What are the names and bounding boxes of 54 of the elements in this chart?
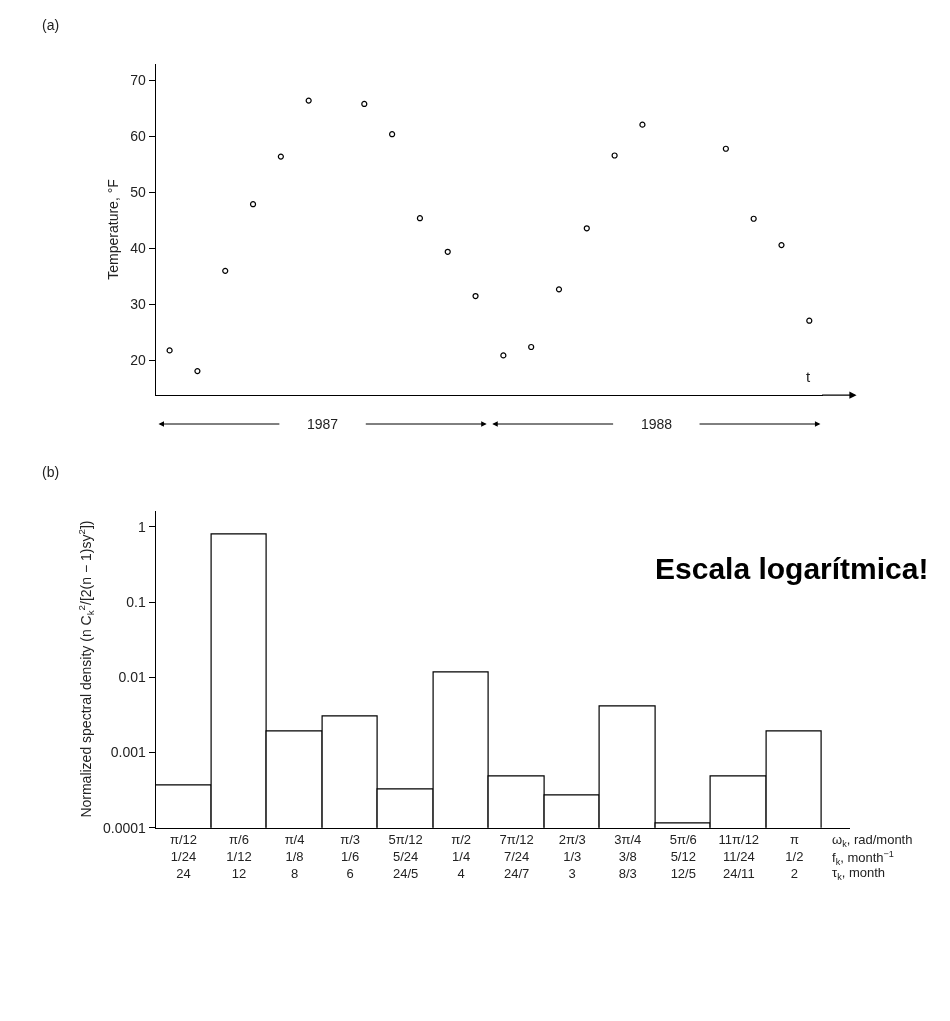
text: 1988 — [641, 416, 673, 432]
x-tick-label: π 1/2 2 — [785, 832, 804, 882]
x-tick-label: 7π/12 7/24 24/7 — [499, 832, 534, 882]
point — [166, 347, 173, 354]
y-tick-label: 20 — [130, 352, 147, 369]
y-tick-label: 0.001 — [110, 744, 146, 761]
x-tick-label: 2π/3 1/3 3 — [558, 832, 586, 882]
y-tick-label: 70 — [130, 72, 147, 89]
point — [416, 215, 424, 222]
point — [277, 153, 284, 160]
point — [472, 292, 479, 300]
text: ω$_{k}$, rad/month — [832, 832, 913, 849]
annotation: Escala logarítmica! — [655, 552, 929, 585]
point — [361, 100, 368, 108]
y-tick-label: 40 — [130, 240, 147, 257]
text: 1987 — [307, 416, 339, 432]
point — [639, 121, 646, 128]
point — [194, 367, 201, 375]
point — [750, 215, 757, 222]
text: τ$_{k}$, month — [832, 865, 886, 882]
x-tick-label: 11π/12 11/24 24/11 — [718, 832, 760, 882]
point — [778, 241, 785, 249]
y-tick-label: 0.1 — [126, 593, 147, 610]
x-tick-label: π/2 1/4 4 — [451, 832, 472, 882]
point — [806, 317, 813, 324]
y-tick-label: 0.0001 — [102, 819, 147, 836]
x-tick-label: 3π/4 3/8 8/3 — [614, 832, 642, 882]
y-tick-label: 50 — [130, 184, 147, 201]
point — [444, 248, 451, 255]
point — [722, 145, 729, 152]
x-tick-label: π/4 1/8 8 — [284, 832, 305, 882]
point — [249, 201, 257, 208]
y-axis-title: Temperature, °F — [104, 179, 121, 280]
text: f$_{k}$, month$^{−1}$ — [832, 849, 894, 868]
point — [305, 97, 312, 104]
chart-title: (a) — [42, 17, 60, 33]
y-tick-label: 30 — [130, 296, 147, 313]
x-tick-label: 5π/12 5/24 24/5 — [388, 832, 423, 882]
point — [528, 343, 535, 351]
point — [555, 286, 563, 293]
chart-title: (b) — [42, 464, 60, 480]
point — [500, 352, 507, 359]
x-tick-label: π/3 1/6 6 — [340, 832, 360, 882]
point — [583, 225, 590, 232]
y-tick-label: 0.01 — [118, 669, 147, 686]
y-tick-label: 60 — [130, 128, 147, 145]
point — [611, 152, 618, 159]
x-tick-label: π/6 1/12 12 — [226, 832, 252, 882]
point — [222, 267, 229, 274]
x-axis-title: t — [806, 368, 811, 385]
point — [389, 131, 396, 138]
x-tick-label: π/12 1/24 24 — [169, 832, 197, 882]
x-tick-label: 5π/6 5/12 12/5 — [669, 832, 697, 882]
y-tick-label: 1 — [138, 518, 146, 535]
